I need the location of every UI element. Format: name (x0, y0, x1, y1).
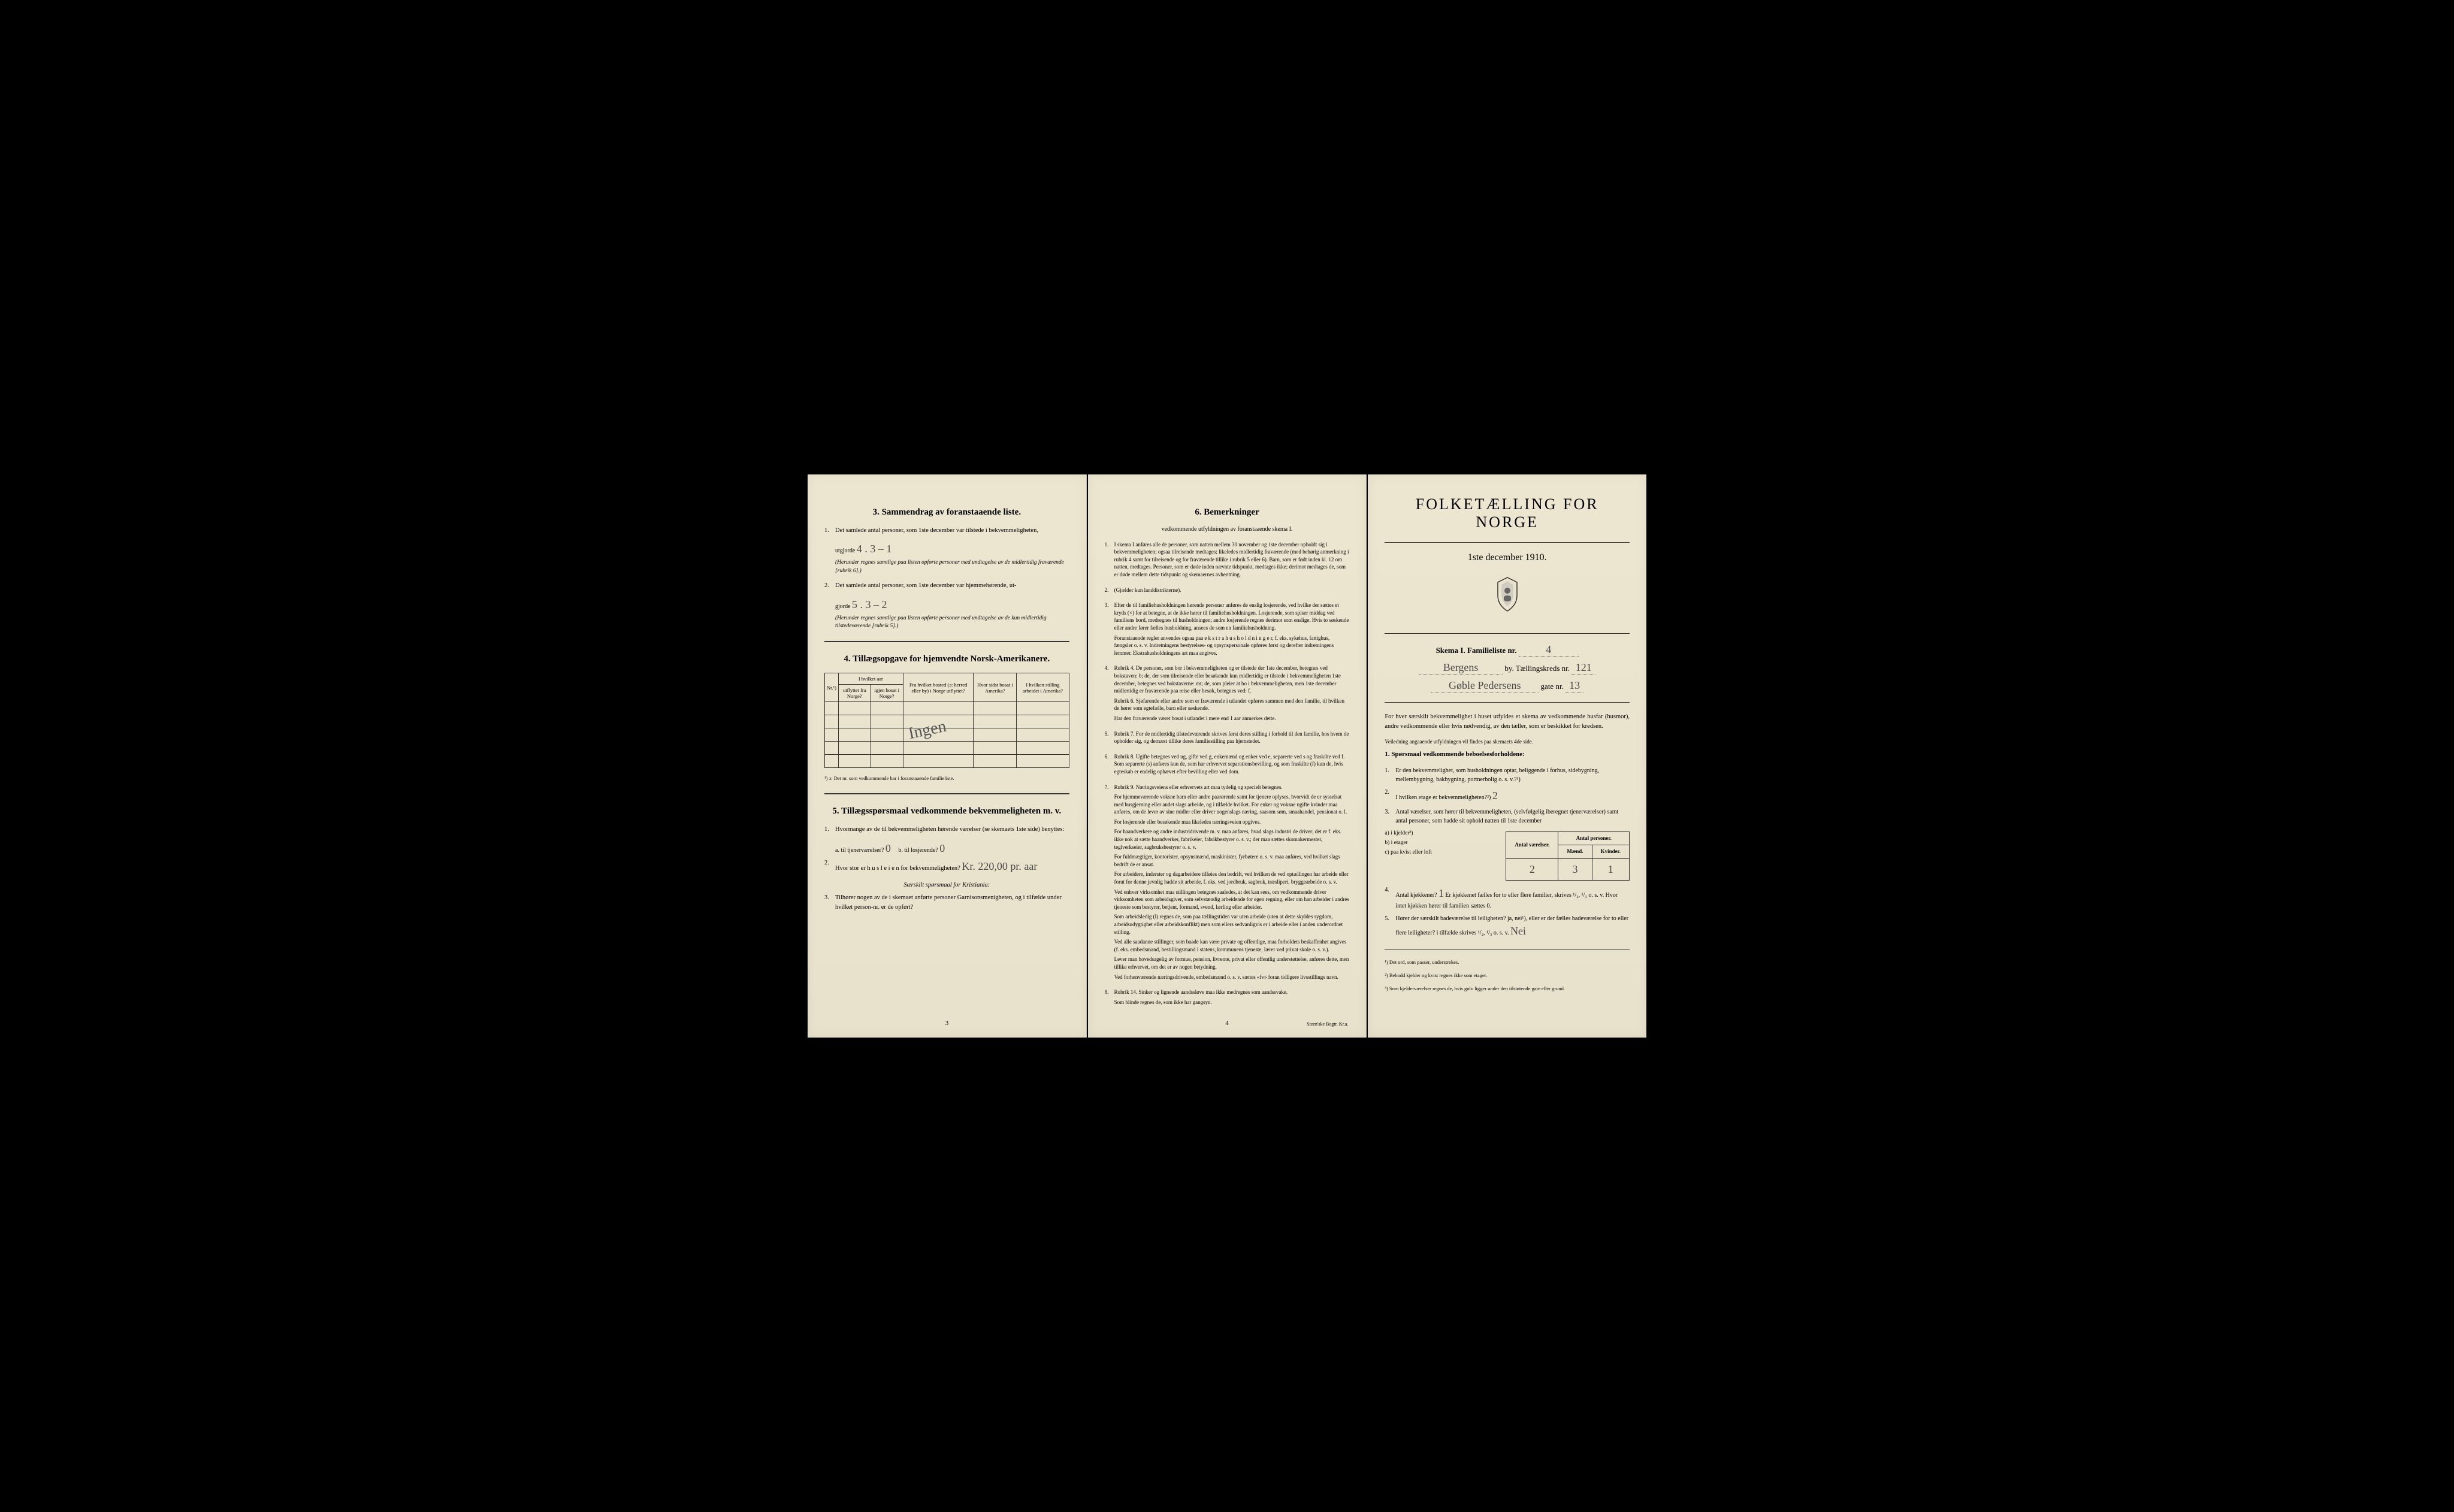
sporsmaal-block: 1. Er den bekvemmelighet, som husholdnin… (1385, 766, 1630, 939)
divider (1385, 542, 1630, 543)
th-igjen: igjen bosat i Norge? (871, 685, 903, 702)
bemerkning-item: 6.Rubrik 8. Ugifte betegnes ved ug, gift… (1105, 753, 1350, 778)
census-date: 1ste december 1910. (1385, 552, 1630, 563)
section-6-subtitle: vedkommende utfyldningen av foranstaaend… (1105, 526, 1350, 533)
table-row (825, 702, 1069, 715)
bemerkning-item: 7.Rubrik 9. Næringsveiens eller erhverve… (1105, 784, 1350, 984)
th-personer: Antal personer. (1558, 831, 1630, 845)
handwritten-kjokken: 1 (1438, 887, 1444, 899)
rooms-persons-row: a) i kjelder³) b) i etager c) paa kvist … (1385, 829, 1630, 881)
bemerkning-item: 4.Rubrik 4. De personer, som bor i bekve… (1105, 664, 1350, 724)
footnote-3: ³) Som kjelderværelser regnes de, hvis g… (1385, 985, 1630, 993)
crest-icon (1385, 576, 1630, 615)
veiledning-note: Veiledning angaaende utfyldningen vil fi… (1385, 738, 1630, 746)
bemerkning-item: 5.Rubrik 7. For de midlertidig tilstedev… (1105, 730, 1350, 748)
s3-item-1-fill: utgjorde 4 . 3 – 1 (835, 541, 1069, 557)
gate-line: Gøble Pedersens gate nr. 13 (1385, 679, 1630, 693)
s5-item-1-options: a. til tjenerværelser? 0 b. til losjeren… (835, 840, 1069, 857)
th-bosted: Fra hvilket bosted (ɔ: herred eller by) … (903, 673, 974, 702)
panel-page-4: 6. Bemerkninger vedkommende utfyldningen… (1088, 474, 1367, 1038)
table-row (825, 742, 1069, 755)
panel-page-3: 3. Sammendrag av foranstaaende liste. 1.… (808, 474, 1087, 1038)
intro-para: For hver særskilt bekvemmelighet i huset… (1385, 712, 1630, 733)
kristiania-subtitle: Særskilt spørsmaal for Kristiania: (824, 882, 1069, 888)
table-row (825, 715, 1069, 728)
norsk-amerikaner-table: Nr.¹) I hvilket aar Fra hvilket bosted (… (824, 673, 1069, 768)
s5-item-1: 1. Hvormange av de til bekvemmeligheten … (824, 825, 1069, 834)
handwritten-total-present: 4 . 3 – 1 (857, 543, 892, 555)
bemerkning-item: 8.Rubrik 14. Sinker og lignende aandsslø… (1105, 988, 1350, 1008)
sp-item-2: 2. I hvilken etage er bekvemmeligheten?²… (1385, 788, 1630, 804)
divider (824, 641, 1069, 642)
th-aar-group: I hvilket aar (839, 673, 903, 685)
handwritten-gate: Gøble Pedersens (1431, 679, 1539, 693)
table-row (825, 755, 1069, 768)
page-number: 3 (945, 1020, 949, 1027)
table-4-wrapper: Nr.¹) I hvilket aar Fra hvilket bosted (… (824, 673, 1069, 768)
th-vaerelser: Antal værelser. (1506, 831, 1558, 858)
by-line: Bergens by. Tællingskreds nr. 121 (1385, 661, 1630, 675)
sp-item-5: 5. Hører der særskilt badeværelse til le… (1385, 914, 1630, 939)
sp-item-4: 4. Antal kjøkkener? 1 Er kjøkkenet fælle… (1385, 885, 1630, 911)
handwritten-husleie: Kr. 220,00 pr. aar (962, 860, 1037, 872)
section-5-title: 5. Tillægsspørsmaal vedkommende bekvemme… (824, 806, 1069, 817)
s3-item-2-note: (Herunder regnes samtlige paa listen opf… (835, 615, 1069, 631)
handwritten-familieliste-nr: 4 (1519, 643, 1579, 657)
footnote-4: ¹) ɔ: Det nr. som vedkommende har i fora… (824, 775, 1069, 782)
th-utflyttet: utflyttet fra Norge? (839, 685, 871, 702)
footnote-2: ²) Bebodd kjelder og kvist regnes ikke s… (1385, 972, 1630, 979)
antall-table: Antal værelser. Antal personer. Mænd. Kv… (1506, 831, 1630, 881)
handwritten-by: Bergens (1419, 661, 1503, 675)
sp-item-1: 1. Er den bekvemmelighet, som husholdnin… (1385, 766, 1630, 784)
main-title: FOLKETÆLLING FOR NORGE (1385, 495, 1630, 531)
sporsmaal-title: 1. Spørsmaal vedkommende beboelsesforhol… (1385, 751, 1630, 758)
table-row: 2 3 1 (1506, 858, 1630, 880)
divider (1385, 633, 1630, 634)
divider (1385, 702, 1630, 703)
handwritten-tjener: 0 (886, 842, 891, 854)
handwritten-gate-nr: 13 (1566, 679, 1583, 693)
s5-item-3: 3. Tilhører nogen av de i skemaet anført… (824, 893, 1069, 912)
s3-item-1: 1. Det samlede antal personer, som 1ste … (824, 526, 1069, 536)
section-4-title: 4. Tillægsopgave for hjemvendte Norsk-Am… (824, 654, 1069, 664)
census-document-trifold: 3. Sammendrag av foranstaaende liste. 1.… (808, 474, 1646, 1038)
s3-item-2: 2. Det samlede antal personer, som 1ste … (824, 581, 1069, 591)
panel-front-page: FOLKETÆLLING FOR NORGE 1ste december 191… (1368, 474, 1646, 1038)
th-maend: Mænd. (1558, 845, 1592, 859)
bemerkning-item: 2.(Gjælder kun landdistrikterne). (1105, 586, 1350, 597)
room-options: a) i kjelder³) b) i etager c) paa kvist … (1385, 829, 1500, 858)
s3-item-1-note: (Herunder regnes samtlige paa listen opf… (835, 559, 1069, 575)
th-nr: Nr.¹) (825, 673, 839, 702)
bemerkning-item: 3.Efter de til familiehusholdningen høre… (1105, 601, 1350, 659)
cell-k-b: 1 (1592, 858, 1629, 880)
cell-m-b: 3 (1558, 858, 1592, 880)
bemerkning-item: 1.I skema I anføres alle de personer, so… (1105, 541, 1350, 581)
bemerkninger-list: 1.I skema I anføres alle de personer, so… (1105, 541, 1350, 1009)
page-number: 4 (1225, 1020, 1229, 1027)
skema-line: Skema I. Familieliste nr. 4 (1385, 643, 1630, 657)
cell-vaer-b: 2 (1506, 858, 1558, 880)
handwritten-bad: Nei (1510, 925, 1526, 937)
handwritten-kreds: 121 (1571, 661, 1595, 675)
th-kvinder: Kvinder. (1592, 845, 1629, 859)
handwritten-losjer: 0 (939, 842, 945, 854)
th-stilling: I hvilken stilling arbeidet i Amerika? (1017, 673, 1069, 702)
th-sist: Hvor sidst bosat i Amerika? (974, 673, 1017, 702)
section-6-title: 6. Bemerkninger (1105, 507, 1350, 518)
divider (824, 793, 1069, 794)
s3-item-2-fill: gjorde 5 . 3 – 2 (835, 597, 1069, 613)
section-3-title: 3. Sammendrag av foranstaaende liste. (824, 507, 1069, 518)
s5-item-2: 2. Hvor stor er h u s l e i e n for bekv… (824, 858, 1069, 875)
printer-mark: Steen'ske Bogtr. Kr.a. (1307, 1021, 1348, 1027)
handwritten-total-resident: 5 . 3 – 2 (852, 598, 887, 610)
footnote-1: ¹) Det ord, som passer, understrekes. (1385, 959, 1630, 966)
handwritten-etage: 2 (1492, 790, 1498, 802)
sp-item-3: 3. Antal værelser, som hører til bekvemm… (1385, 808, 1630, 825)
